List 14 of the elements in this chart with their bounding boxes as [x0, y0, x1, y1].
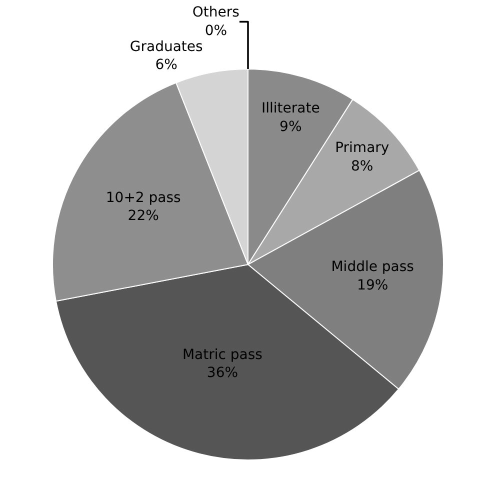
- data-label: 9%: [280, 118, 302, 135]
- slice-label: Matric pass: [182, 346, 262, 363]
- slice-label: Graduates: [130, 38, 203, 55]
- data-label: 22%: [128, 208, 159, 224]
- text: 0%: [204, 22, 228, 39]
- slice-label: Illiterate: [261, 100, 320, 117]
- slice-label: 10+2 pass: [106, 190, 181, 206]
- data-label: 8%: [351, 158, 374, 174]
- data-label: 6%: [155, 57, 178, 74]
- data-label: 19%: [357, 277, 388, 294]
- category-label: Others: [192, 4, 240, 21]
- slice-label: Middle pass: [331, 259, 414, 276]
- data-label: 36%: [206, 365, 238, 382]
- slice-label: Primary: [335, 140, 390, 156]
